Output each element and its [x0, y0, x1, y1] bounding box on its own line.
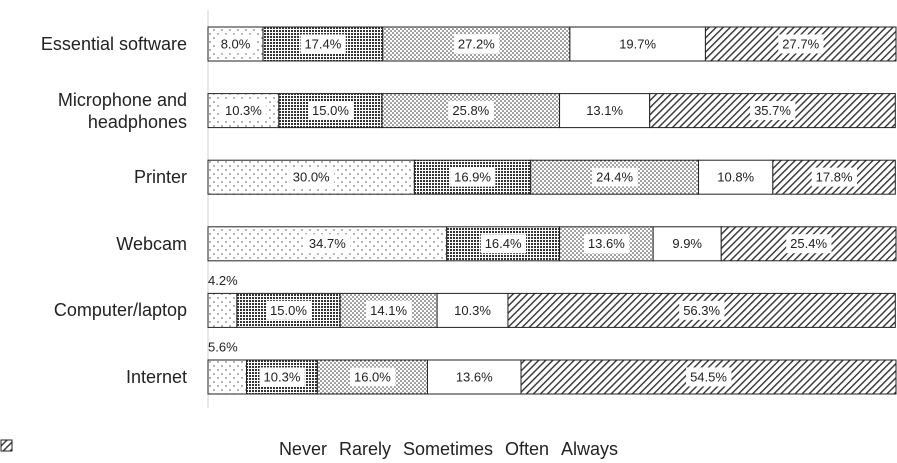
- label-background: [300, 34, 346, 54]
- legend-label: Always: [561, 439, 619, 459]
- value-label: 15.0%: [312, 103, 349, 118]
- value-label: 17.8%: [816, 170, 853, 185]
- value-label: 13.6%: [588, 236, 625, 251]
- label-background: [615, 34, 661, 54]
- label-background: [220, 101, 267, 121]
- value-label: 9.9%: [672, 236, 702, 251]
- value-label: 16.0%: [354, 369, 391, 384]
- value-label: 56.3%: [683, 303, 720, 318]
- bar-segment: [207, 359, 248, 395]
- legend-label: Often: [505, 439, 550, 459]
- legend-item: Often: [0, 439, 550, 460]
- label-background: [811, 167, 857, 187]
- label-background: [778, 34, 824, 54]
- category-label: Essential software: [40, 34, 187, 54]
- value-label: 10.3%: [225, 103, 262, 118]
- label-background: [451, 367, 498, 387]
- label-background: [450, 167, 496, 187]
- label-background: [266, 300, 312, 320]
- legend-item: Rarely: [0, 439, 391, 460]
- value-label: 8.0%: [221, 36, 251, 51]
- legend-label: Never: [278, 439, 327, 459]
- value-label: 24.4%: [596, 170, 633, 185]
- legend-item: Never: [0, 439, 327, 460]
- legend: Never Rarely Sometimes Often Always: [0, 439, 897, 460]
- value-label: 10.8%: [717, 170, 754, 185]
- value-label: 54.5%: [690, 369, 727, 384]
- label-background: [668, 234, 707, 254]
- label-background: [308, 101, 354, 121]
- legend-item: Sometimes: [0, 439, 493, 460]
- value-label: 13.6%: [456, 369, 493, 384]
- value-label: 34.7%: [309, 236, 346, 251]
- value-label: 19.7%: [619, 36, 656, 51]
- label-background: [453, 34, 500, 54]
- value-label: 16.9%: [454, 170, 491, 185]
- value-label: 5.6%: [208, 339, 238, 354]
- label-background: [450, 300, 496, 320]
- label-background: [448, 101, 494, 121]
- value-label: 13.1%: [586, 103, 623, 118]
- legend-label: Sometimes: [402, 439, 493, 459]
- bar-segment: [207, 159, 415, 195]
- label-background: [304, 234, 351, 254]
- value-label: 17.4%: [304, 36, 341, 51]
- value-label: 27.2%: [458, 36, 495, 51]
- legend-item: Always: [0, 439, 619, 460]
- value-label: 25.8%: [452, 103, 489, 118]
- legend-label: Rarely: [338, 439, 391, 459]
- value-label: 10.3%: [454, 303, 491, 318]
- label-background: [480, 234, 527, 254]
- label-background: [583, 234, 630, 254]
- value-label: 27.7%: [782, 36, 819, 51]
- value-label: 14.1%: [370, 303, 407, 318]
- bar-segment: [278, 93, 383, 129]
- label-background: [686, 367, 732, 387]
- category-label: Printer: [133, 167, 187, 188]
- category-label: Microphone and headphones: [57, 89, 187, 132]
- value-label: 4.2%: [208, 273, 238, 288]
- label-background: [592, 167, 638, 187]
- value-label: 25.4%: [790, 236, 827, 251]
- label-background: [582, 101, 628, 121]
- label-background: [786, 234, 832, 254]
- label-background: [750, 101, 796, 121]
- label-background: [288, 167, 335, 187]
- bar-segment: [207, 226, 448, 262]
- value-label: 15.0%: [270, 303, 307, 318]
- label-background: [259, 367, 305, 387]
- label-background: [216, 34, 255, 54]
- category-label: Internet: [125, 367, 187, 387]
- label-background: [366, 300, 412, 320]
- value-label: 30.0%: [293, 170, 330, 185]
- category-label: Webcam: [116, 233, 187, 254]
- value-label: 10.3%: [264, 369, 301, 384]
- category-label: Computer/laptop: [53, 300, 187, 321]
- bar-segment: [207, 292, 238, 328]
- label-background: [713, 167, 759, 187]
- label-background: [349, 367, 396, 387]
- legend-swatch: [0, 439, 13, 452]
- value-label: 16.4%: [485, 236, 522, 251]
- value-label: 35.7%: [754, 103, 791, 118]
- label-background: [679, 300, 725, 320]
